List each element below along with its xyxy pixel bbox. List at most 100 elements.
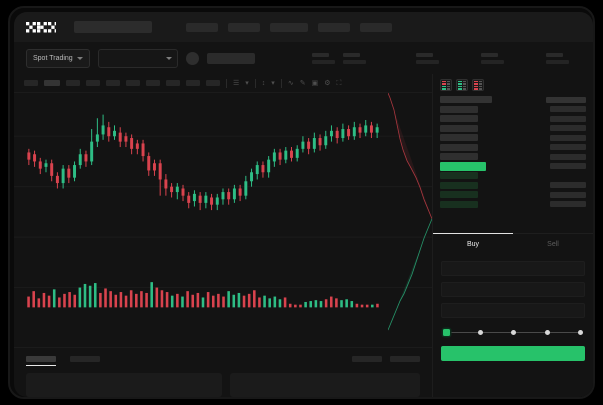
nav-item-markets[interactable] <box>228 22 260 32</box>
tab-sell[interactable]: Sell <box>547 240 559 248</box>
tab-open-orders[interactable] <box>26 355 56 362</box>
timeframe-8[interactable] <box>186 80 200 86</box>
slider-node-25[interactable] <box>477 330 483 335</box>
bid-price <box>440 191 478 198</box>
search-input[interactable] <box>74 21 152 33</box>
nav-item-wallet[interactable] <box>318 22 350 32</box>
main-body: ☰ ▾ ↕ ▾ ∿ ✎ ▣ ⚙ ⛶ <box>14 74 593 397</box>
chevron-down-icon[interactable]: ▾ <box>245 79 249 87</box>
camera-icon[interactable]: ▣ <box>311 79 319 87</box>
timeframe-9[interactable] <box>206 80 220 86</box>
buy-submit-button[interactable] <box>441 345 585 361</box>
trading-mode-button[interactable]: Spot Trading <box>26 48 90 68</box>
stat-label <box>481 52 498 57</box>
orderbook-mode-bids[interactable] <box>456 79 468 91</box>
orderbook-bid-row[interactable] <box>440 172 586 179</box>
ask-amount <box>550 144 586 150</box>
total-input[interactable] <box>441 302 585 318</box>
last-price-amount <box>550 163 586 169</box>
slider-node-0[interactable] <box>443 329 450 336</box>
mode-bars-red <box>442 80 446 90</box>
timeframe-6[interactable] <box>146 80 160 86</box>
bottom-panel-content <box>14 369 432 397</box>
chevron-down-icon-2[interactable]: ▾ <box>271 79 275 87</box>
tab-buy[interactable]: Buy <box>466 240 480 248</box>
orderbook-rows[interactable] <box>433 96 593 233</box>
orderbook-ask-row[interactable] <box>440 143 586 151</box>
stat-label <box>416 52 433 57</box>
timeframe-7[interactable] <box>166 80 180 86</box>
active-tab-underline <box>26 364 56 366</box>
orderbook-ask-row[interactable] <box>440 134 586 141</box>
timeframe-2[interactable] <box>66 80 80 86</box>
nav-item-earn[interactable] <box>270 22 308 32</box>
orderbook-bid-row[interactable] <box>440 181 586 189</box>
indicator-icon[interactable]: ☰ <box>233 79 240 87</box>
slider-nodes <box>443 329 583 336</box>
last-price-highlight <box>440 161 486 171</box>
mode-bars-red2 <box>474 80 478 90</box>
mode-bars-gray <box>447 80 450 90</box>
slider-node-50[interactable] <box>511 330 517 335</box>
last-price-display <box>206 52 255 64</box>
chart-type-icon[interactable]: ↕ <box>261 79 266 87</box>
amount-percent-slider[interactable] <box>443 328 583 338</box>
amount-input[interactable] <box>441 281 585 297</box>
orderbook-header <box>440 96 586 103</box>
stat-volume <box>481 52 504 64</box>
trading-mode-label: Spot Trading <box>33 54 73 62</box>
orderbook-last-price-row[interactable] <box>440 161 586 171</box>
stat-low <box>416 52 439 64</box>
device-frame: Spot Trading <box>8 6 595 399</box>
active-side-underline <box>433 232 513 234</box>
nav-item-more[interactable] <box>360 22 392 32</box>
panel-action-2[interactable] <box>390 355 420 362</box>
orderbook-mode-both[interactable] <box>440 79 452 91</box>
orderbook-ask-row[interactable] <box>440 115 586 122</box>
slider-node-75[interactable] <box>544 330 550 335</box>
timeframe-4[interactable] <box>106 80 120 86</box>
orderbook-ask-row[interactable] <box>440 153 586 160</box>
orderbook-ask-row[interactable] <box>440 105 586 113</box>
timeframe-0[interactable] <box>24 80 38 86</box>
okx-logo[interactable] <box>26 21 56 33</box>
panel-box-left[interactable] <box>26 373 222 397</box>
bid-amount <box>550 201 586 207</box>
bid-price <box>440 200 478 208</box>
stat-value <box>416 59 439 64</box>
price-chart[interactable] <box>14 93 432 347</box>
price-input[interactable] <box>441 260 585 276</box>
stat-value <box>546 59 569 64</box>
trading-pair-select[interactable] <box>97 48 178 68</box>
slider-node-100[interactable] <box>578 330 583 335</box>
timeframe-3[interactable] <box>86 80 100 86</box>
orderbook-bid-row[interactable] <box>440 200 586 208</box>
orderbook-mode-asks[interactable] <box>472 79 484 91</box>
tab-order-history[interactable] <box>70 355 100 362</box>
chevron-down-icon <box>76 56 83 60</box>
timeframe-5[interactable] <box>126 80 140 86</box>
panel-box-right[interactable] <box>230 373 420 397</box>
toolbar-divider-2 <box>254 78 256 88</box>
pencil-icon[interactable]: ✎ <box>299 79 306 87</box>
orderbook-ask-row[interactable] <box>440 124 586 132</box>
panel-action-1[interactable] <box>352 355 382 362</box>
toolbar-divider-3 <box>280 78 282 88</box>
ask-price <box>440 153 478 160</box>
timeframe-1[interactable] <box>44 80 60 86</box>
depth-chart-overlay <box>388 93 432 347</box>
ask-price <box>440 143 478 151</box>
stat-high <box>343 52 366 64</box>
stat-value <box>343 59 366 64</box>
settings-icon[interactable]: ⚙ <box>324 79 331 87</box>
orderbook-bid-row[interactable] <box>440 191 586 198</box>
line-tool-icon[interactable]: ∿ <box>287 79 294 87</box>
nav-item-trade[interactable] <box>186 22 218 32</box>
bid-amount <box>550 182 586 188</box>
mode-bars-gray <box>463 80 466 90</box>
ask-amount <box>550 125 586 131</box>
fullscreen-icon[interactable]: ⛶ <box>336 79 342 87</box>
ask-price <box>440 115 478 122</box>
ask-price <box>440 124 478 132</box>
order-form-tabs: Buy Sell <box>433 232 593 255</box>
